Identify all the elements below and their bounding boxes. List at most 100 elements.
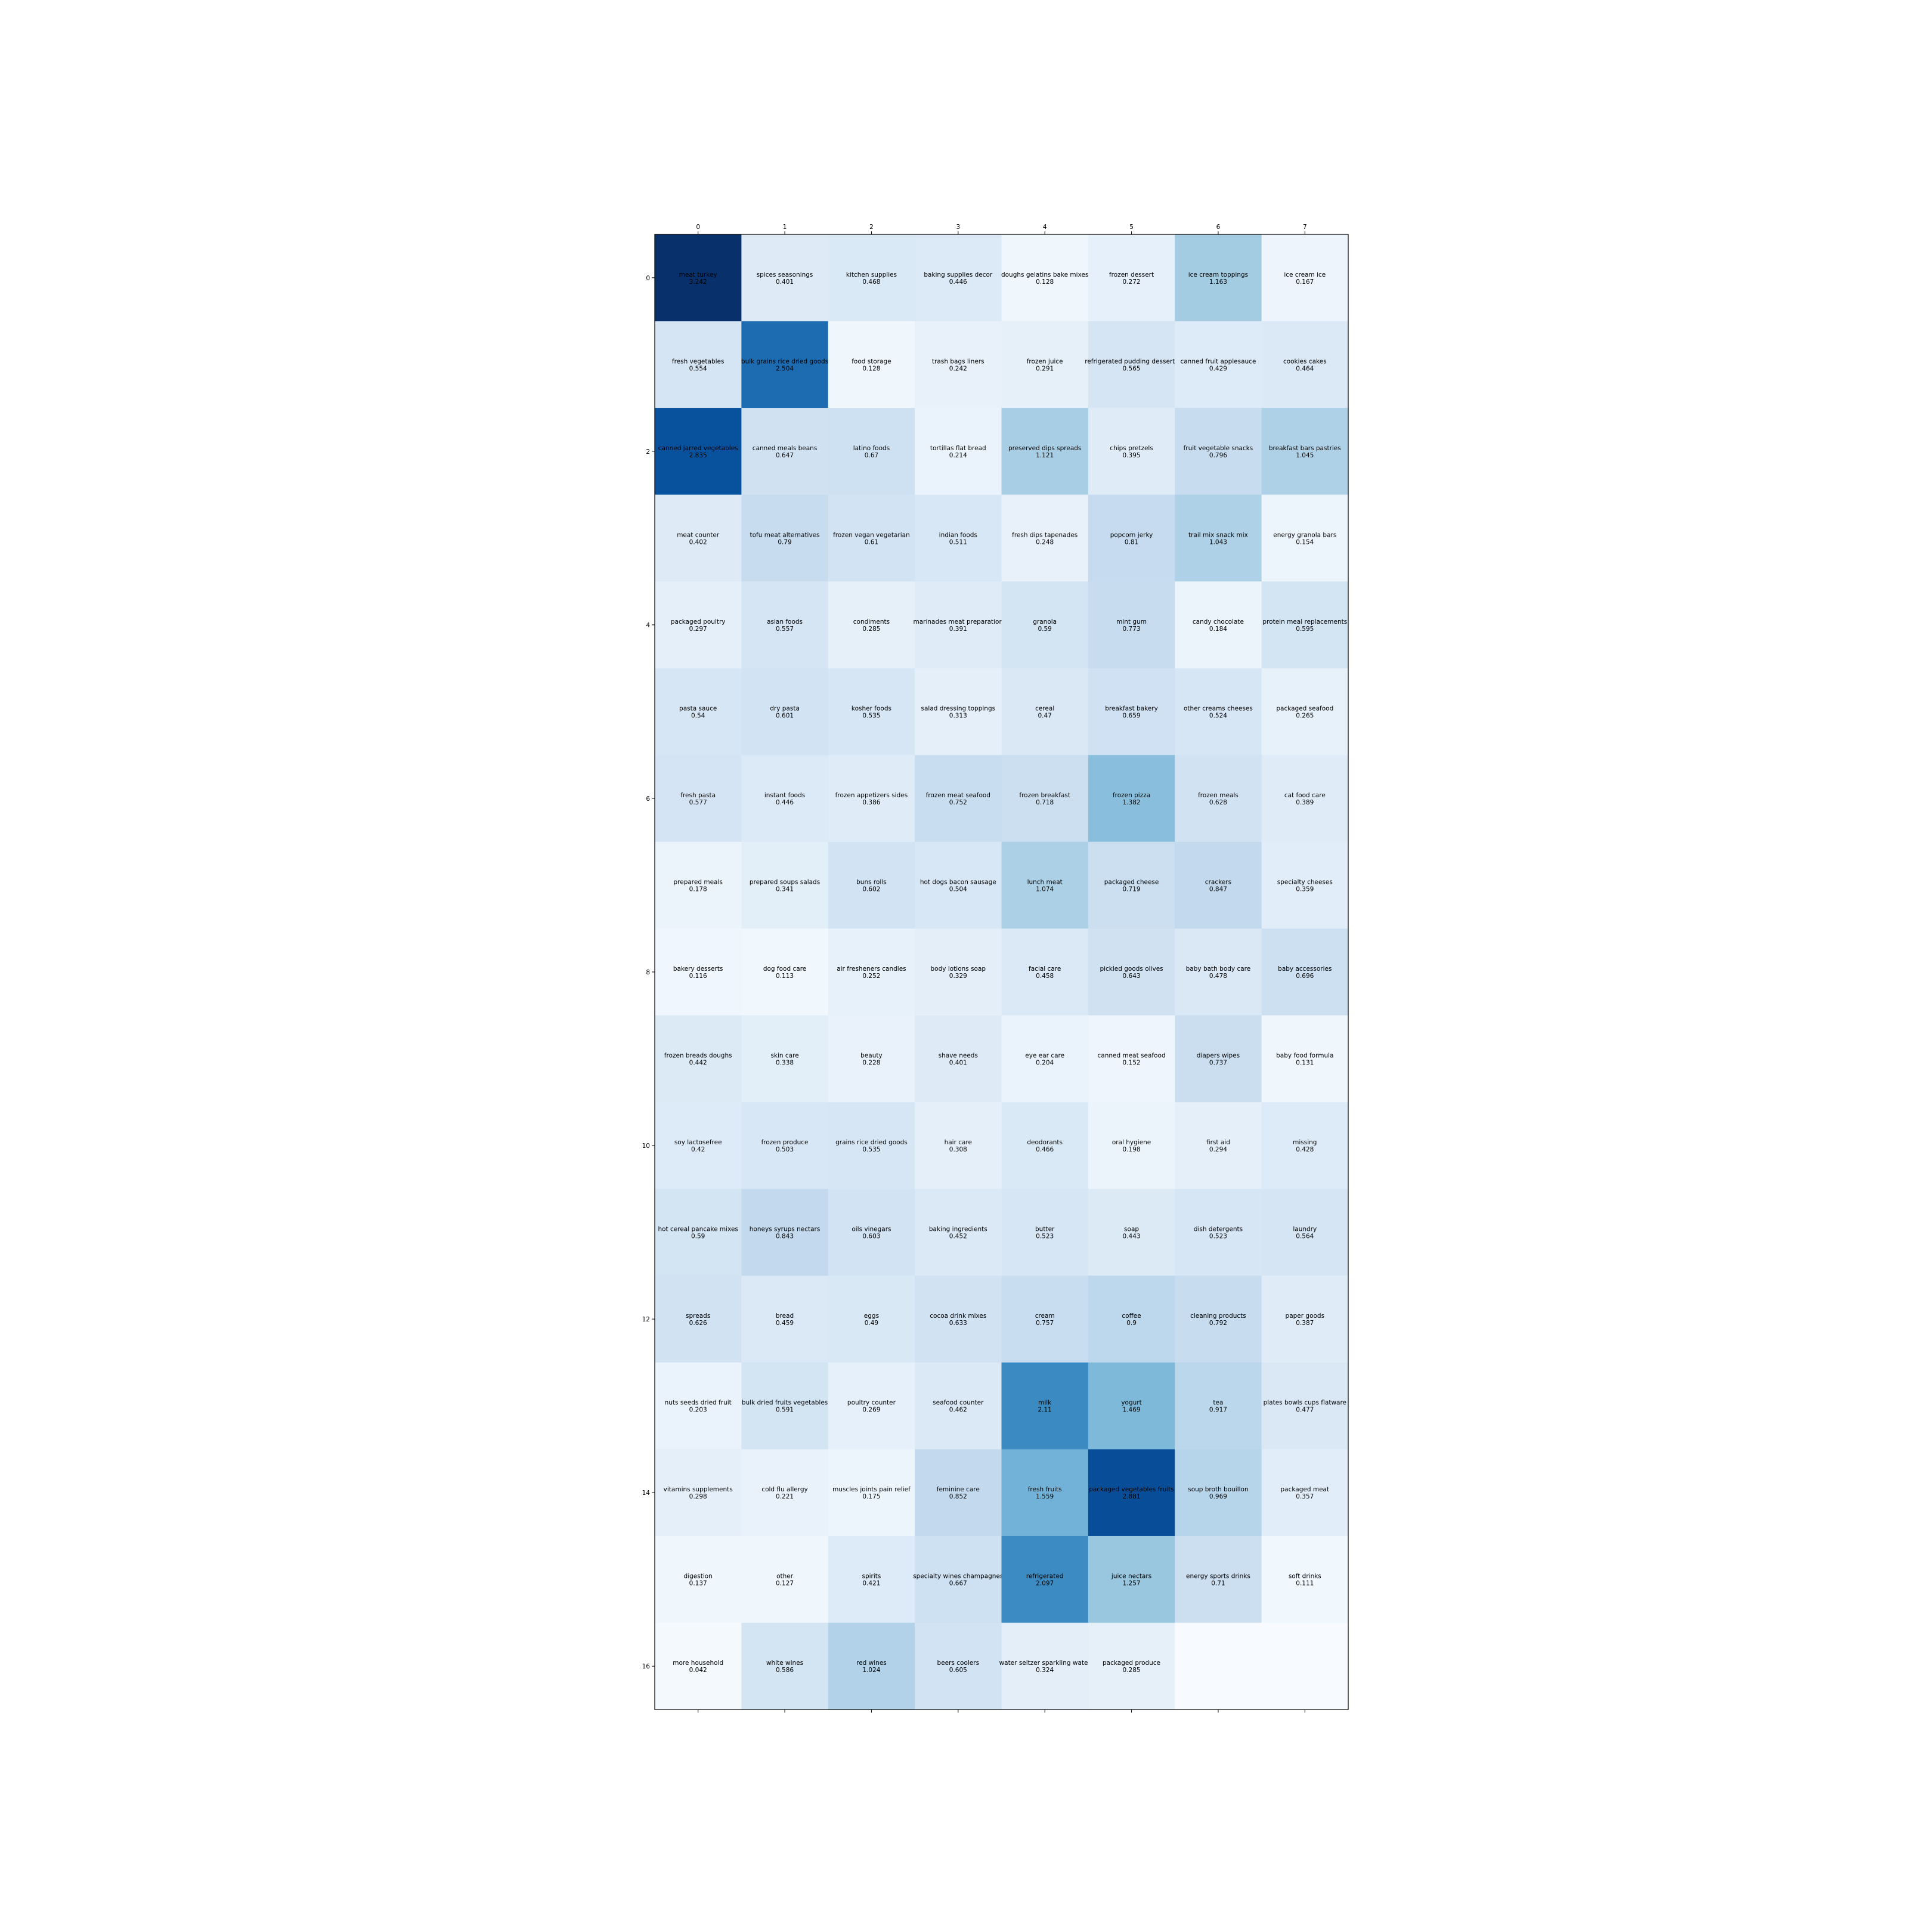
cell-label: oral hygiene [1112, 1139, 1151, 1146]
heatmap-cell [1261, 1449, 1349, 1537]
cell-value: 2.835 [689, 452, 707, 459]
heatmap-cell [1088, 928, 1175, 1016]
cell-label: specialty cheeses [1277, 878, 1333, 886]
cell-label: frozen breads doughs [664, 1052, 732, 1060]
cell-value: 0.329 [949, 973, 967, 980]
cell-label: laundry [1293, 1226, 1317, 1233]
heatmap-cell [915, 1275, 1002, 1363]
cell-label: beers coolers [937, 1659, 980, 1667]
x-tick-label: 3 [956, 224, 960, 231]
heatmap-cell [915, 1102, 1002, 1190]
cell-label: more household [673, 1659, 723, 1667]
cell-value: 0.917 [1209, 1407, 1227, 1414]
heatmap-cell [1175, 408, 1262, 496]
heatmap-cell [1175, 1015, 1262, 1103]
heatmap-cell [655, 1188, 742, 1276]
cell-label: energy granola bars [1273, 531, 1336, 538]
cell-value: 0.401 [776, 278, 794, 286]
cell-value: 0.796 [1209, 452, 1227, 459]
x-tick-label: 4 [1043, 224, 1047, 231]
cell-value: 1.559 [1036, 1493, 1054, 1500]
y-tick-label: 10 [642, 1143, 650, 1150]
cell-value: 0.59 [691, 1233, 705, 1240]
cell-value: 0.285 [862, 626, 880, 633]
cell-label: cocoa drink mixes [930, 1312, 986, 1320]
cell-value: 0.272 [1123, 278, 1141, 286]
heatmap-cell [1261, 841, 1349, 929]
cell-label: other [776, 1573, 794, 1580]
heatmap-cell [655, 494, 742, 582]
cell-value: 1.382 [1123, 799, 1141, 806]
cell-value: 0.131 [1296, 1060, 1314, 1067]
cell-label: prepared meals [674, 878, 723, 886]
cell-value: 2.097 [1036, 1580, 1054, 1587]
heatmap-cell [655, 1015, 742, 1103]
cell-value: 0.737 [1209, 1060, 1227, 1067]
heatmap-cell [915, 1015, 1002, 1103]
heatmap-cell [915, 841, 1002, 929]
cell-value: 0.643 [1123, 973, 1141, 980]
heatmap-cell [741, 1015, 829, 1103]
heatmap-cell [1088, 1275, 1175, 1363]
cell-label: meat counter [677, 531, 720, 538]
cell-label: baking ingredients [929, 1226, 987, 1233]
cell-label: feminine care [937, 1486, 980, 1493]
cell-value: 0.71 [1211, 1580, 1225, 1587]
heatmap-cell [655, 1362, 742, 1450]
x-tick-label: 2 [869, 224, 874, 231]
cell-value: 2.881 [1123, 1493, 1141, 1500]
y-tick-label: 8 [646, 969, 650, 976]
heatmap-cell [828, 321, 915, 408]
cell-value: 0.557 [776, 626, 794, 633]
heatmap-cell [1088, 1535, 1175, 1624]
cell-label: honeys syrups nectars [750, 1226, 821, 1233]
heatmap-cell [1261, 234, 1349, 322]
heatmap-cell [1175, 1449, 1262, 1537]
cell-label: oils vinegars [852, 1226, 891, 1233]
cell-label: skin care [770, 1052, 798, 1060]
cell-value: 1.024 [862, 1667, 880, 1674]
cell-value: 0.626 [689, 1320, 707, 1327]
heatmap-cell [1261, 755, 1349, 843]
cell-value: 0.178 [689, 886, 707, 893]
cell-label: salad dressing toppings [921, 705, 996, 712]
heatmap-cell [1175, 841, 1262, 929]
heatmap-cell [828, 1535, 915, 1624]
cell-value: 0.308 [949, 1146, 967, 1153]
cell-value: 0.221 [776, 1493, 794, 1500]
cell-value: 0.459 [776, 1320, 794, 1327]
cell-label: muscles joints pain relief [832, 1486, 911, 1493]
cell-value: 0.605 [949, 1667, 967, 1674]
heatmap-cell [828, 1102, 915, 1190]
cell-label: dry pasta [770, 705, 800, 712]
heatmap-cell [915, 755, 1002, 843]
heatmap-cell [655, 321, 742, 408]
cell-label: doughs gelatins bake mixes [1001, 271, 1088, 278]
cell-label: bakery desserts [673, 965, 723, 973]
heatmap-cell [1175, 1275, 1262, 1363]
heatmap-cell [1175, 668, 1262, 756]
heatmap-cell [1001, 494, 1089, 582]
heatmap-cell [915, 928, 1002, 1016]
cell-label: bulk grains rice dried goods [741, 358, 828, 365]
heatmap-cell [1001, 581, 1089, 669]
cell-value: 2.504 [776, 365, 794, 372]
cell-label: refrigerated [1026, 1573, 1064, 1580]
cell-value: 0.59 [1038, 626, 1051, 633]
cell-value: 0.198 [1123, 1146, 1141, 1153]
cell-label: soup broth bouillon [1188, 1486, 1248, 1493]
cell-label: fresh fruits [1028, 1486, 1062, 1493]
cell-label: facial care [1029, 965, 1061, 973]
cell-label: packaged produce [1103, 1659, 1160, 1667]
cell-value: 0.291 [1036, 365, 1054, 372]
cell-value: 0.359 [1296, 886, 1314, 893]
heatmap-cell [828, 494, 915, 582]
heatmap-cell [1001, 841, 1089, 929]
cell-label: fresh pasta [680, 792, 716, 799]
heatmap-cell [655, 408, 742, 496]
heatmap-cell [655, 234, 742, 322]
heatmap-cell [828, 234, 915, 322]
cell-label: packaged poultry [671, 618, 726, 626]
cell-label: canned meals beans [753, 445, 818, 452]
